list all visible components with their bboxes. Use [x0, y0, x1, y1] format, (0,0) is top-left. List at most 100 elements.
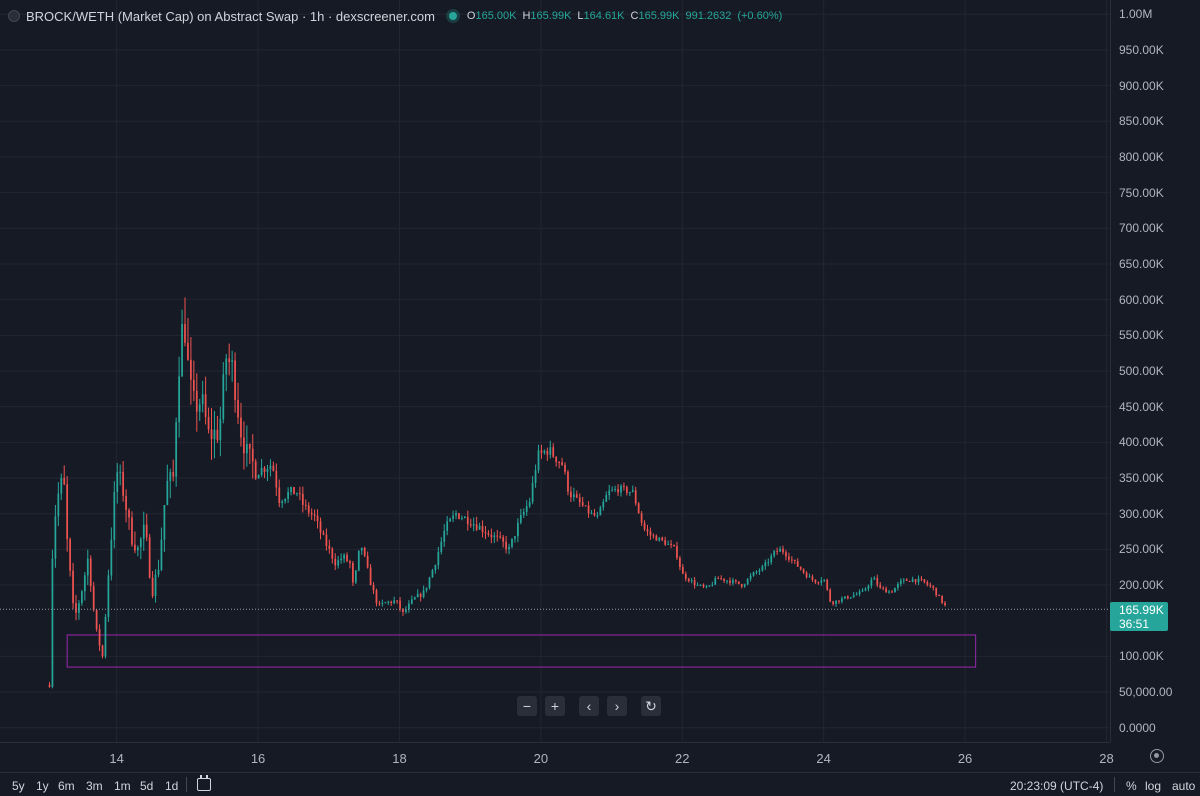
candle-up — [83, 575, 86, 592]
support-zone-box — [66, 634, 977, 668]
candle-down — [876, 578, 879, 585]
candle-up — [605, 495, 608, 502]
candle-up — [142, 524, 145, 539]
price-axis-tick-label: 850.00K — [1119, 114, 1164, 129]
calendar-icon[interactable] — [197, 775, 211, 791]
range-6m-button[interactable]: 6m — [58, 779, 75, 793]
candle-down — [101, 645, 104, 657]
reset-chart-button[interactable]: ↻ — [641, 696, 661, 716]
chart-plot-area[interactable] — [0, 0, 1110, 742]
candle-down — [717, 578, 720, 580]
price-axis-tick-label: 350.00K — [1119, 471, 1164, 486]
candle-down — [248, 444, 251, 449]
candle-up — [281, 501, 284, 503]
settings-icon[interactable] — [1150, 749, 1164, 763]
candle-down — [617, 488, 619, 493]
log-scale-toggle[interactable]: log — [1145, 779, 1162, 793]
candle-up — [631, 490, 634, 493]
candle-up — [422, 590, 425, 598]
candle-down — [634, 490, 637, 504]
candle-up — [166, 480, 169, 505]
scroll-right-button[interactable]: › — [607, 696, 627, 716]
candle-up — [858, 591, 861, 595]
range-1y-button[interactable]: 1y — [36, 779, 49, 793]
range-1m-button[interactable]: 1m — [114, 779, 131, 793]
zoom-out-button[interactable]: − — [517, 696, 537, 716]
candle-down — [832, 601, 834, 604]
candle-up — [384, 602, 387, 604]
candle-down — [552, 447, 555, 457]
candle-up — [864, 588, 867, 591]
candle-down — [879, 584, 882, 588]
price-axis[interactable]: 1.00M 950.00K 900.00K 850.00K 800.00K 750.00K… — [1110, 0, 1200, 742]
live-status-icon — [448, 12, 457, 20]
candle-up — [714, 578, 717, 585]
price-axis-tick-label: 950.00K — [1119, 42, 1164, 57]
candle-up — [119, 471, 122, 473]
auto-scale-toggle[interactable]: auto — [1172, 779, 1196, 793]
candle-up — [434, 565, 437, 571]
candle-down — [817, 582, 820, 584]
candle-up — [658, 537, 661, 541]
candle-down — [723, 578, 725, 581]
candle-up — [413, 597, 416, 600]
candle-down — [151, 577, 154, 596]
candle-up — [764, 562, 767, 567]
candle-down — [885, 588, 887, 593]
candle-up — [425, 587, 428, 591]
candle-down — [95, 609, 98, 630]
candle-up — [743, 584, 746, 587]
candle-down — [310, 512, 313, 515]
candle-up — [181, 324, 183, 377]
candle-up — [549, 447, 552, 455]
candle-down — [829, 589, 832, 602]
candle-up — [699, 584, 702, 586]
candle-up — [572, 494, 575, 498]
candle-up — [343, 554, 345, 559]
price-axis-tick-label: 0.0000 — [1119, 720, 1156, 735]
candle-down — [505, 541, 507, 550]
candle-up — [446, 521, 449, 531]
candle-up — [160, 539, 163, 570]
candlestick-chart[interactable] — [0, 0, 1110, 742]
zoom-in-button[interactable]: + — [545, 696, 565, 716]
volume-value: 991.2632 — [685, 10, 732, 22]
price-axis-tick-label: 1.00M — [1119, 7, 1153, 22]
range-5d-button[interactable]: 5d — [140, 779, 154, 793]
candle-down — [785, 552, 787, 557]
candle-down — [640, 513, 643, 523]
chart-legend: BROCK/WETH (Market Cap) on Abstract Swap… — [8, 7, 782, 25]
candle-down — [63, 477, 66, 485]
candle-up — [431, 570, 434, 578]
candle-down — [575, 494, 578, 498]
time-axis[interactable]: 14 16 18 20 22 24 26 28 — [0, 742, 1114, 772]
candle-up — [493, 535, 496, 538]
range-5y-button[interactable]: 5y — [12, 779, 25, 793]
candle-down — [375, 590, 378, 604]
range-1d-button[interactable]: 1d — [165, 779, 179, 793]
candle-down — [941, 595, 943, 603]
range-3m-button[interactable]: 3m — [86, 779, 103, 793]
candle-down — [567, 471, 569, 492]
candle-up — [690, 580, 693, 582]
candle-down — [184, 324, 186, 343]
candle-down — [293, 487, 295, 495]
candle-up — [870, 579, 873, 586]
candle-down — [932, 586, 935, 588]
candle-up — [528, 501, 531, 507]
candle-up — [381, 602, 384, 604]
candle-down — [540, 450, 543, 453]
candle-up — [463, 516, 466, 519]
candle-up — [902, 579, 905, 581]
candle-up — [852, 595, 855, 598]
candle-up — [705, 586, 708, 588]
candle-up — [139, 538, 142, 548]
candle-down — [790, 559, 793, 561]
candle-down — [98, 629, 101, 646]
candle-down — [207, 416, 210, 430]
candle-down — [458, 513, 460, 519]
candle-up — [888, 591, 890, 593]
percent-scale-toggle[interactable]: % — [1126, 779, 1137, 793]
scroll-left-button[interactable]: ‹ — [579, 696, 599, 716]
candle-up — [201, 394, 204, 405]
